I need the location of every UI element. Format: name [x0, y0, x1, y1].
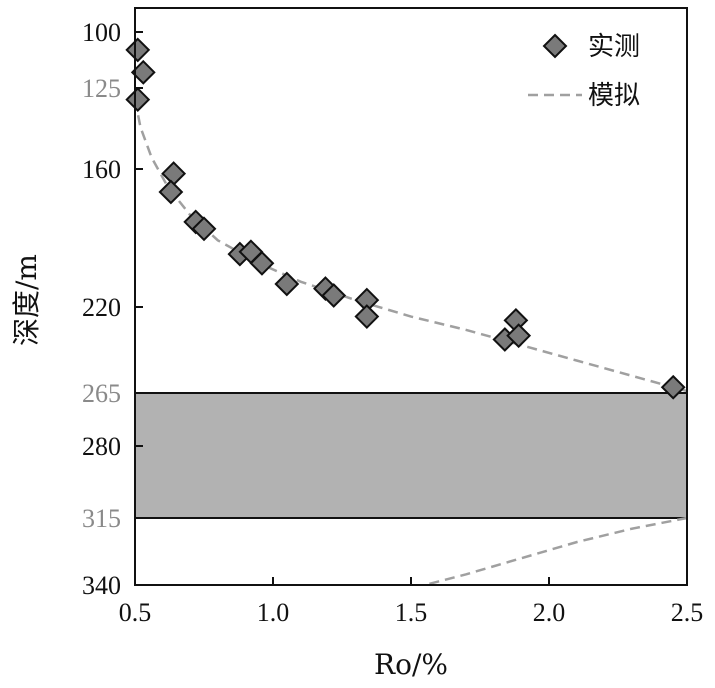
legend-label-measured: 实测	[588, 32, 640, 62]
x-tick-label-1.0: 1.0	[257, 598, 290, 627]
x-axis-label: Ro/%	[374, 648, 448, 681]
legend: 实测 模拟	[528, 32, 640, 111]
x-tick-label-2.5: 2.5	[671, 598, 704, 627]
y-tick-label-220: 220	[82, 293, 121, 322]
simulated-lines	[133, 99, 688, 587]
measured-point-7	[191, 216, 217, 242]
measured-point-13	[321, 283, 347, 308]
measured-point-11	[274, 271, 300, 297]
y-tick-label-125: 125	[82, 74, 121, 103]
measured-point-15	[354, 304, 380, 329]
measured-point-5	[158, 179, 184, 205]
x-tick-label-0.5: 0.5	[119, 598, 152, 627]
legend-label-simulated: 模拟	[588, 81, 640, 111]
plot-area	[125, 7, 688, 587]
y-tick-label-265: 265	[82, 379, 121, 408]
simulated-line-segment-2	[424, 516, 688, 587]
y-tick-label-160: 160	[82, 155, 121, 184]
y-tick-label-280: 280	[82, 432, 121, 461]
measured-point-1	[125, 37, 151, 63]
measured-point-19	[660, 374, 686, 400]
shaded-depth-band	[135, 393, 687, 518]
measured-point-10	[249, 250, 275, 276]
x-tick-label-2.0: 2.0	[533, 598, 566, 627]
y-tick-label-315: 315	[82, 504, 121, 533]
y-axis-ticks: 100 125 160 220 265 280 315 340	[82, 18, 143, 600]
y-axis-label: 深度/m	[10, 254, 43, 346]
y-tick-label-100: 100	[82, 18, 121, 47]
simulated-line-segment-1	[133, 99, 688, 393]
x-tick-label-1.5: 1.5	[395, 598, 428, 627]
x-axis-ticks: 0.5 1.0 1.5 2.0 2.5	[119, 577, 704, 627]
measured-point-3	[125, 87, 151, 112]
y-tick-label-340: 340	[82, 571, 121, 600]
legend-marker-measured	[542, 33, 568, 59]
measured-markers	[125, 37, 686, 400]
measured-point-18	[506, 323, 532, 349]
